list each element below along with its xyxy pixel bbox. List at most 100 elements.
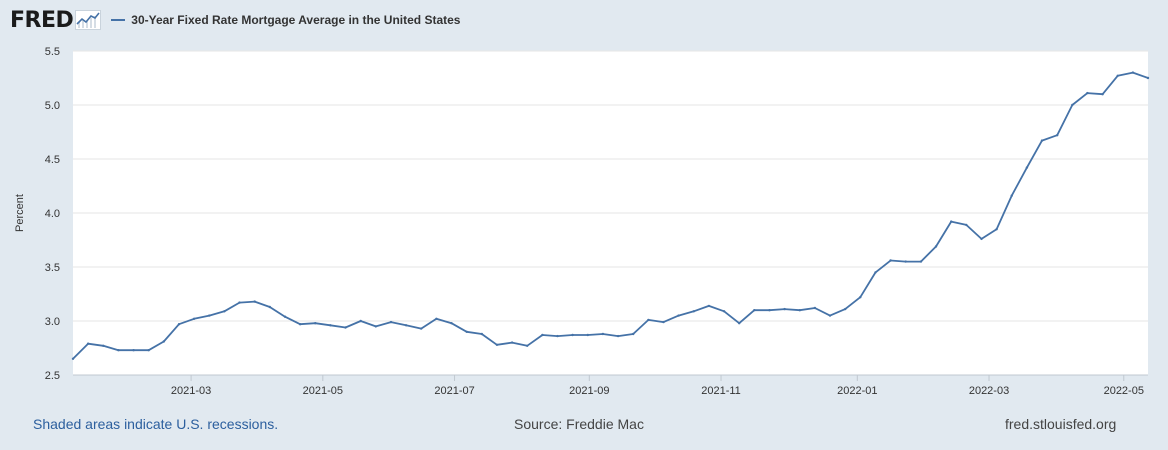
data-point (253, 300, 256, 303)
data-point (162, 340, 165, 343)
chart-header: FRED 30-Year Fixed Rate Mortgage Average… (10, 6, 460, 34)
data-point (1025, 166, 1029, 169)
legend-swatch (111, 19, 126, 21)
data-point (1056, 134, 1059, 137)
data-point (1146, 76, 1150, 80)
x-tick-label: 2021-11 (701, 385, 741, 397)
y-tick-label: 3.0 (45, 316, 60, 328)
data-point (632, 332, 635, 336)
data-point (768, 309, 771, 312)
data-point (541, 333, 544, 337)
x-tick-label: 2022-03 (969, 385, 1009, 397)
data-point (889, 259, 892, 262)
data-point (314, 322, 317, 325)
data-point (692, 310, 695, 313)
x-tick-label: 2021-03 (171, 385, 211, 397)
data-point (722, 310, 726, 313)
y-tick-label: 5.0 (45, 100, 60, 112)
data-point (753, 309, 756, 312)
data-points (71, 71, 1150, 360)
data-point (828, 314, 832, 317)
data-point (147, 349, 150, 352)
data-point (965, 223, 968, 227)
data-point (132, 349, 135, 352)
data-point (919, 260, 923, 263)
data-point (677, 314, 680, 317)
data-point (117, 349, 120, 352)
fred-logo[interactable]: FRED (10, 7, 102, 33)
data-point (526, 344, 529, 347)
data-point (344, 326, 347, 329)
data-point (359, 319, 362, 323)
data-point (208, 314, 211, 317)
chart-legend[interactable]: 30-Year Fixed Rate Mortgage Average in t… (111, 13, 460, 27)
data-point (738, 322, 741, 325)
data-point (1040, 139, 1044, 142)
data-point (298, 323, 302, 326)
x-tick-label: 2021-09 (569, 385, 609, 397)
data-point (844, 307, 847, 311)
data-point (616, 334, 620, 338)
x-tick-label: 2022-05 (1104, 385, 1144, 397)
data-point (192, 317, 196, 320)
legend-label: 30-Year Fixed Rate Mortgage Average in t… (131, 13, 461, 27)
data-point (238, 301, 241, 304)
data-point (465, 330, 468, 333)
data-point (86, 342, 90, 345)
data-point (662, 320, 665, 324)
data-point (510, 341, 514, 344)
site-url[interactable]: fred.stlouisfed.org (1005, 416, 1117, 432)
data-point (1086, 91, 1089, 95)
y-tick-label: 5.5 (45, 46, 60, 58)
data-point (904, 260, 907, 263)
data-point (980, 237, 983, 241)
data-point (950, 220, 953, 223)
y-tick-label: 4.0 (45, 208, 60, 220)
data-point (995, 228, 998, 231)
data-point (1131, 71, 1135, 74)
data-point (495, 343, 499, 346)
data-point (813, 306, 817, 310)
data-point (71, 357, 75, 360)
data-point (177, 323, 181, 326)
data-point (1071, 103, 1074, 107)
data-point (223, 310, 226, 313)
data-point (707, 304, 711, 308)
data-point (859, 296, 862, 299)
data-point (374, 325, 377, 328)
data-point (1010, 194, 1013, 197)
data-point (571, 333, 574, 337)
line-chart-icon (75, 10, 102, 30)
data-point (934, 245, 938, 248)
y-tick-label: 4.5 (45, 154, 60, 166)
data-point (480, 332, 483, 336)
x-tick-label: 2021-07 (434, 385, 474, 397)
y-axis: 2.5 3.0 3.5 4.0 4.5 5.0 5.5 (45, 46, 60, 382)
data-point (1101, 93, 1104, 96)
data-point (435, 317, 438, 320)
logo-text: FRED (10, 7, 74, 33)
data-point (389, 320, 393, 324)
data-point (1116, 74, 1119, 78)
data-point (420, 327, 423, 330)
x-axis: 2021-03 2021-05 2021-07 2021-09 2021-11 2022-… (73, 374, 1148, 397)
data-point (874, 271, 877, 274)
series-line-mortgage-rate (72, 71, 1149, 360)
data-point (601, 332, 605, 336)
data-point (783, 307, 786, 311)
y-axis-title: Percent (14, 194, 26, 232)
y-tick-label: 2.5 (45, 370, 60, 382)
data-point (404, 324, 408, 327)
x-tick-label: 2022-01 (837, 385, 877, 397)
recession-note-link[interactable]: Shaded areas indicate U.S. recessions. (33, 416, 279, 432)
data-point (268, 305, 271, 309)
data-point (329, 324, 332, 327)
source-note: Source: Freddie Mac (514, 416, 644, 432)
data-point (798, 309, 801, 312)
data-point (556, 334, 559, 338)
data-point (450, 322, 453, 325)
x-tick-label: 2021-05 (303, 385, 343, 397)
data-point (647, 318, 650, 322)
data-point (283, 315, 287, 318)
